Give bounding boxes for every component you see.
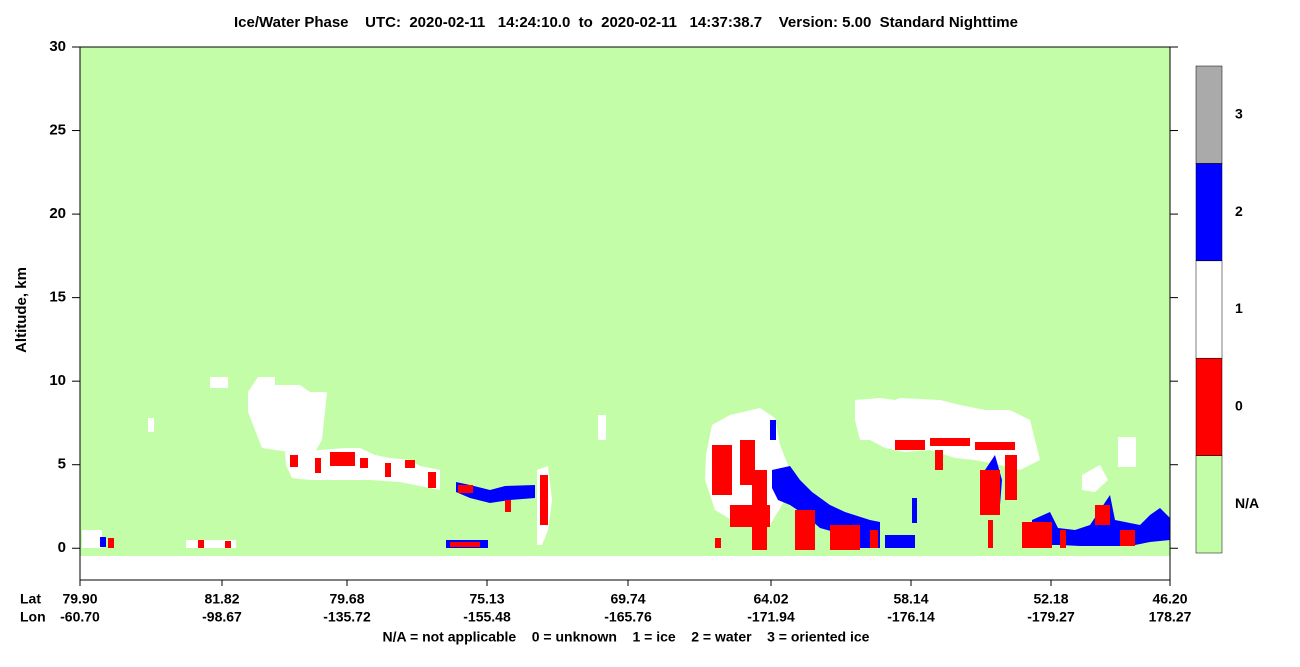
lat-label: 69.74: [610, 591, 645, 607]
lat-label: 81.82: [204, 591, 239, 607]
legend-text: N/A = not applicable 0 = unknown 1 = ice…: [383, 629, 870, 645]
lon-label: -155.48: [463, 609, 511, 625]
y-axis-label: Altitude, km: [13, 267, 30, 353]
lon-label: 178.27: [1149, 609, 1192, 625]
lon-label: -179.27: [1027, 609, 1075, 625]
colorbar-swatch: [1195, 357, 1223, 456]
lat-label: 58.14: [893, 591, 928, 607]
colorbar-label: N/A: [1235, 495, 1259, 511]
chart-title: Ice/Water Phase UTC: 2020-02-11 14:24:10…: [234, 14, 1018, 31]
colorbar-swatch: [1195, 163, 1223, 262]
colorbar-label: 0: [1235, 398, 1243, 414]
cloud-curtain: [82, 377, 1170, 550]
colorbar-label: 1: [1235, 300, 1243, 316]
y-tick-label: 25: [49, 122, 66, 139]
y-tick-label: 30: [49, 38, 66, 55]
lat-label: 64.02: [753, 591, 788, 607]
lon-label: -171.94: [747, 609, 795, 625]
y-tick-label: 20: [49, 205, 66, 222]
lon-label: -135.72: [323, 609, 371, 625]
y-tick-label: 0: [58, 539, 66, 556]
lat-label: 52.18: [1033, 591, 1068, 607]
lat-label: 79.90: [62, 591, 97, 607]
colorbar-label: 3: [1235, 105, 1243, 121]
lat-label: 79.68: [329, 591, 364, 607]
y-tick-label: 15: [49, 289, 66, 306]
y-tick-label: 10: [49, 372, 66, 389]
plot-frame: [79, 46, 1171, 581]
lon-label: -165.76: [604, 609, 652, 625]
lon-label: -176.14: [887, 609, 935, 625]
lat-label: 75.13: [469, 591, 504, 607]
colorbar-swatch: [1195, 455, 1223, 554]
y-tick-label: 5: [58, 456, 66, 473]
lon-label: -98.67: [202, 609, 242, 625]
lon-title: Lon: [20, 609, 46, 625]
colorbar-swatch: [1195, 260, 1223, 359]
lon-label: -60.70: [60, 609, 100, 625]
lat-title: Lat: [20, 591, 41, 607]
colorbar-swatch: [1195, 65, 1223, 164]
colorbar-label: 2: [1235, 203, 1243, 219]
lat-label: 46.20: [1152, 591, 1187, 607]
